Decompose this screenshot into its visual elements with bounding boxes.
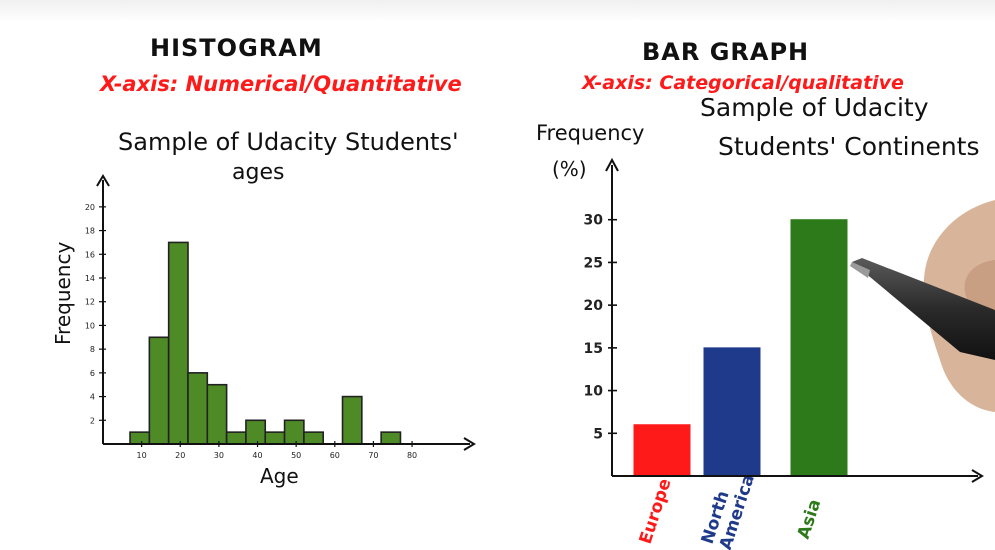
bar-graph-y-tick-label: 15 <box>584 341 603 357</box>
histogram-bar <box>187 372 209 445</box>
bar-graph-y-ticks: 5 10 15 20 25 30 <box>584 213 617 442</box>
bar-graph-category-label: NorthAmerica <box>698 466 759 550</box>
bar-graph-y-arrow <box>605 157 619 172</box>
histogram-y-tick-label: 14 <box>85 274 95 283</box>
pen-body <box>852 258 995 360</box>
bar-graph-y-tick-label: 25 <box>584 255 603 271</box>
bar-graph-category-label: Asia <box>794 497 826 542</box>
histogram-bar <box>148 336 170 445</box>
histogram-bars <box>129 241 402 445</box>
bar-graph-title-line1: Sample of Udacity <box>700 93 929 122</box>
histogram-axis-note: X-axis: Numerical/Quantitative <box>100 72 462 96</box>
bar-graph-category-labels: Europe NorthAmerica Asia <box>636 466 826 550</box>
bar-graph-x-arrow <box>971 469 984 483</box>
bar-graph-bars <box>633 219 848 477</box>
histogram-y-label: Frequency <box>51 242 75 345</box>
histogram-x-tick-label: 20 <box>175 451 185 460</box>
histogram-bar <box>380 431 402 445</box>
pen-tip <box>850 262 870 278</box>
histogram-x-tick-label: 50 <box>291 451 301 460</box>
histogram-x-tick-label: 40 <box>252 451 262 460</box>
bar-graph-title-line2: Students' Continents <box>718 132 980 161</box>
histogram-x-tick-label: 30 <box>214 451 224 460</box>
histogram-y-arrow <box>96 174 110 187</box>
histogram-bar <box>303 431 325 445</box>
histogram-y-tick-label: 16 <box>85 250 95 259</box>
histogram-bar <box>206 383 228 445</box>
histogram-bar <box>129 431 151 445</box>
histogram-bar <box>245 419 267 445</box>
hand-with-pen <box>850 200 995 412</box>
histogram-y-tick-label: 4 <box>90 393 95 402</box>
bar-graph-y-tick-label: 20 <box>584 298 604 314</box>
histogram-heading: HISTOGRAM <box>150 34 323 62</box>
histogram-y-tick-label: 6 <box>90 369 95 378</box>
bar-graph-bar <box>790 219 848 477</box>
histogram-x-tick-label: 80 <box>407 451 417 460</box>
histogram-x-tick-label: 60 <box>330 451 340 460</box>
histogram-y-tick-label: 12 <box>85 298 95 307</box>
histogram-y-ticks: 2 4 6 8 10 12 14 16 18 20 <box>85 203 106 425</box>
histogram-y-tick-label: 8 <box>90 345 95 354</box>
bar-graph-bar <box>703 347 761 477</box>
bar-graph-y-label-line2: (%) <box>552 157 587 181</box>
bar-graph-bar <box>633 424 691 477</box>
bar-graph-axis-note: X-axis: Categorical/qualitative <box>582 72 904 94</box>
histogram-y-tick-label: 18 <box>85 227 95 236</box>
histogram-x-label: Age <box>260 464 299 488</box>
bar-graph-category-label: Europe <box>636 476 676 546</box>
bar-graph-y-label-line1: Frequency <box>536 121 645 145</box>
histogram-x-arrow <box>463 437 476 451</box>
histogram-chart: 2 4 6 8 10 12 14 16 18 20 10 20 30 40 50 60 70 80 Age Fr… <box>51 174 476 488</box>
histogram-x-tick-label: 10 <box>137 451 147 460</box>
top-fade <box>0 0 995 22</box>
bar-graph-y-tick-label: 5 <box>593 426 603 442</box>
bar-graph-y-tick-label: 30 <box>584 213 604 229</box>
histogram-bar <box>167 241 189 445</box>
bar-graph-heading: BAR GRAPH <box>642 38 810 66</box>
histogram-y-tick-label: 10 <box>85 321 95 330</box>
histogram-bar <box>264 431 286 445</box>
histogram-x-tick-label: 70 <box>368 451 378 460</box>
histogram-title-line2: ages <box>232 160 285 185</box>
histogram-y-tick-label: 2 <box>90 416 95 425</box>
bar-graph-y-tick-label: 10 <box>584 384 604 400</box>
histogram-bar <box>225 431 247 445</box>
histogram-bar <box>283 419 305 445</box>
histogram-title-line1: Sample of Udacity Students' <box>118 128 459 156</box>
histogram-y-tick-label: 20 <box>85 203 95 212</box>
bar-graph-chart: 5 10 15 20 25 30 Europe NorthAmerica Asia Frequ… <box>536 121 984 550</box>
histogram-bar <box>341 395 363 445</box>
